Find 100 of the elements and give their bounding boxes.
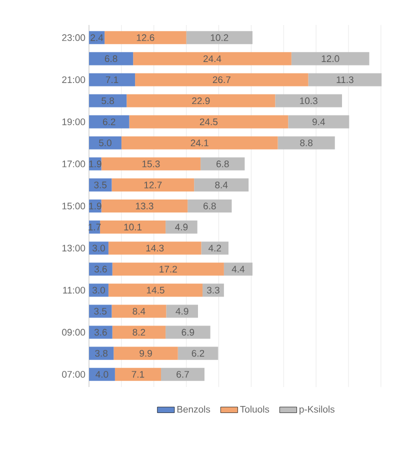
- data-label: 9.4: [312, 118, 325, 126]
- data-label: 8.2: [132, 328, 146, 336]
- bar: [89, 346, 114, 360]
- bar: [89, 73, 136, 86]
- legend-label: Benzols: [177, 406, 210, 413]
- bar: [89, 178, 112, 192]
- bar: [114, 346, 178, 360]
- bar: [100, 220, 166, 234]
- data-label: 2.4: [90, 34, 104, 41]
- data-label: 24.1: [190, 140, 208, 146]
- data-label: 6.2: [192, 350, 204, 357]
- bar: [178, 346, 218, 360]
- data-label: 14.5: [146, 286, 164, 294]
- bar: [89, 368, 115, 381]
- data-label: 8.4: [215, 182, 228, 188]
- y-tick-label: 09:00: [62, 328, 86, 336]
- bar: [108, 284, 203, 297]
- data-label: 10.1: [124, 224, 142, 230]
- bar: [224, 262, 252, 276]
- data-label: 26.7: [212, 76, 230, 84]
- data-label: 4.0: [96, 371, 108, 378]
- bar: [89, 242, 108, 255]
- bar: [89, 136, 122, 150]
- data-label: 9.9: [140, 350, 152, 357]
- data-label: 6.8: [104, 55, 118, 62]
- y-tick-label: 13:00: [62, 244, 86, 252]
- bar: [112, 262, 224, 276]
- legend-label: Toluols: [240, 406, 270, 413]
- bar: [166, 304, 198, 318]
- bar: [308, 73, 382, 86]
- bar: [89, 262, 112, 276]
- data-label: 4.2: [208, 244, 221, 252]
- data-label: 15.3: [142, 160, 160, 168]
- bar: [291, 52, 370, 66]
- data-label: 4.4: [232, 266, 245, 272]
- data-label: 13.3: [136, 202, 154, 210]
- bar: [121, 136, 278, 150]
- bar: [200, 157, 245, 170]
- data-label: 11.3: [336, 76, 354, 84]
- data-label: 24.5: [200, 118, 218, 126]
- bar: [89, 284, 108, 297]
- data-label: 7.1: [106, 76, 118, 83]
- bar: [133, 52, 292, 66]
- legend-label: p-Ksilols: [300, 406, 334, 415]
- bar: [112, 326, 166, 339]
- y-tick-label: 21:00: [62, 76, 86, 84]
- data-label: 10.2: [210, 34, 228, 41]
- data-label: 3.6: [94, 266, 107, 272]
- data-label: 3.5: [94, 308, 107, 315]
- y-tick-label: 19:00: [62, 118, 86, 126]
- bar: [104, 31, 186, 44]
- bar: [89, 326, 112, 339]
- bar: [202, 284, 224, 297]
- data-label: 4.9: [175, 224, 188, 230]
- bar: [275, 94, 342, 108]
- data-label: 6.2: [102, 118, 116, 126]
- data-label: 3.3: [206, 286, 220, 294]
- bar: [89, 94, 127, 108]
- bar: [129, 115, 288, 128]
- y-tick-label: 11:00: [63, 286, 86, 294]
- bar: [188, 199, 232, 213]
- data-label: 14.3: [146, 244, 164, 252]
- data-label: 12.7: [144, 182, 162, 188]
- data-label: 3.5: [94, 182, 107, 188]
- bar: [201, 242, 228, 255]
- data-label: 22.9: [192, 97, 210, 104]
- data-label: 3.0: [92, 286, 105, 294]
- bar: [114, 368, 162, 381]
- data-label: 10.3: [300, 97, 318, 104]
- bar: [89, 115, 130, 128]
- bar: [161, 368, 204, 381]
- y-tick-label: 15:00: [62, 202, 86, 210]
- bar: [135, 73, 308, 86]
- data-label: 7.1: [132, 371, 144, 378]
- bar: [166, 220, 198, 234]
- bar: [194, 178, 249, 192]
- bar: [101, 157, 201, 170]
- bar: [108, 242, 202, 255]
- y-tick-label: 07:00: [62, 371, 86, 378]
- data-label: 4.9: [176, 308, 188, 315]
- bar: [101, 199, 188, 213]
- bar: [112, 304, 166, 318]
- data-label: 6.9: [182, 328, 194, 336]
- data-label: 6.7: [176, 371, 189, 378]
- y-tick-label: 23:00: [62, 34, 86, 41]
- data-label: 1.9: [89, 202, 102, 210]
- data-label: 6.8: [204, 202, 216, 210]
- bar: [186, 31, 252, 44]
- data-label: 6.8: [216, 160, 229, 168]
- data-label: 3.0: [92, 244, 105, 252]
- data-label: 3.6: [94, 328, 107, 336]
- data-label: 17.2: [160, 266, 177, 272]
- bar: [288, 115, 350, 128]
- data-label: 3.8: [95, 350, 108, 357]
- bar: [89, 52, 134, 66]
- bar: [166, 326, 210, 339]
- data-label: 24.4: [203, 55, 222, 62]
- bar: [278, 136, 335, 150]
- y-tick-label: 17:00: [62, 160, 86, 168]
- data-label: 5.0: [98, 139, 112, 146]
